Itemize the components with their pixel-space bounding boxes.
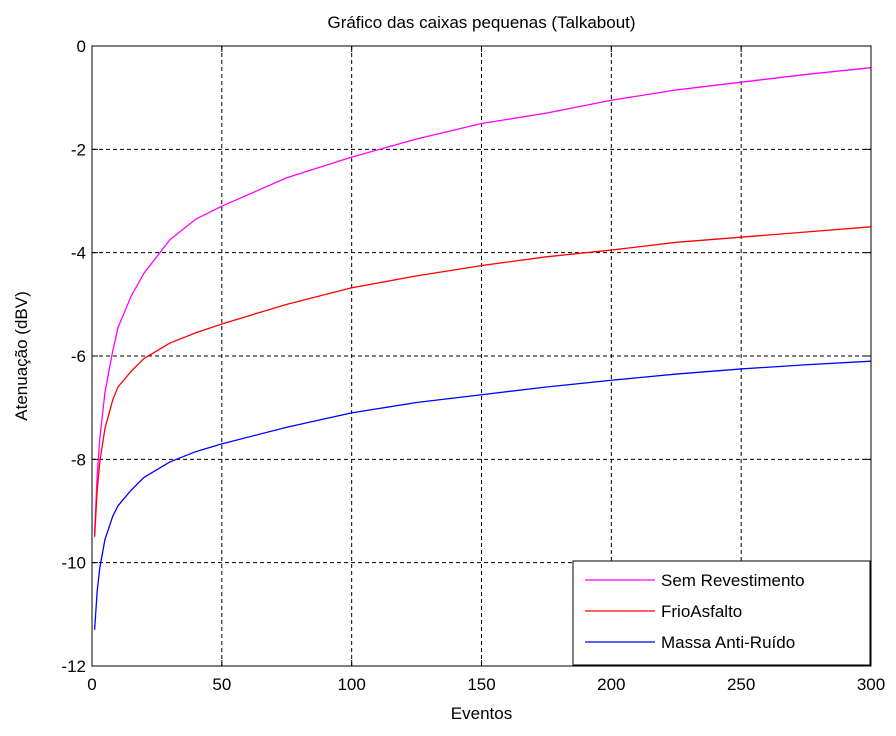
y-tick-label: -8 [71,450,86,469]
x-tick-label: 150 [467,675,495,694]
x-tick-label: 300 [857,675,885,694]
x-axis-title: Eventos [451,704,512,723]
chart-title: Gráfico das caixas pequenas (Talkabout) [327,13,635,32]
series-line-0 [93,67,872,535]
y-tick-label: 0 [77,37,86,56]
y-tick-label: -10 [61,554,86,573]
legend-label-2: Massa Anti-Ruído [661,633,795,652]
x-tick-label: 0 [87,675,96,694]
x-tick-label: 200 [597,675,625,694]
y-tick-label: -4 [71,244,86,263]
y-axis-title: Atenuação (dBV) [12,291,31,420]
y-tick-label: -6 [71,347,86,366]
legend-label-1: FrioAsfalto [661,602,742,621]
y-tick-label: -12 [61,657,86,676]
x-tick-label: 50 [212,675,231,694]
x-tick-label: 100 [337,675,365,694]
legend: Sem Revestimento FrioAsfalto Massa Anti-Ru… [572,560,871,666]
legend-box [572,560,871,666]
grid [92,46,871,666]
ticks: 0 50 100 150 200 250 300 -12 -10 -8 -6 -4 -2 0 [61,37,885,694]
series-line-2 [93,360,872,630]
x-tick-label: 250 [727,675,755,694]
y-tick-label: -2 [71,140,86,159]
legend-label-0: Sem Revestimento [661,571,805,590]
series-line-1 [93,226,872,537]
series-layer [93,67,872,630]
